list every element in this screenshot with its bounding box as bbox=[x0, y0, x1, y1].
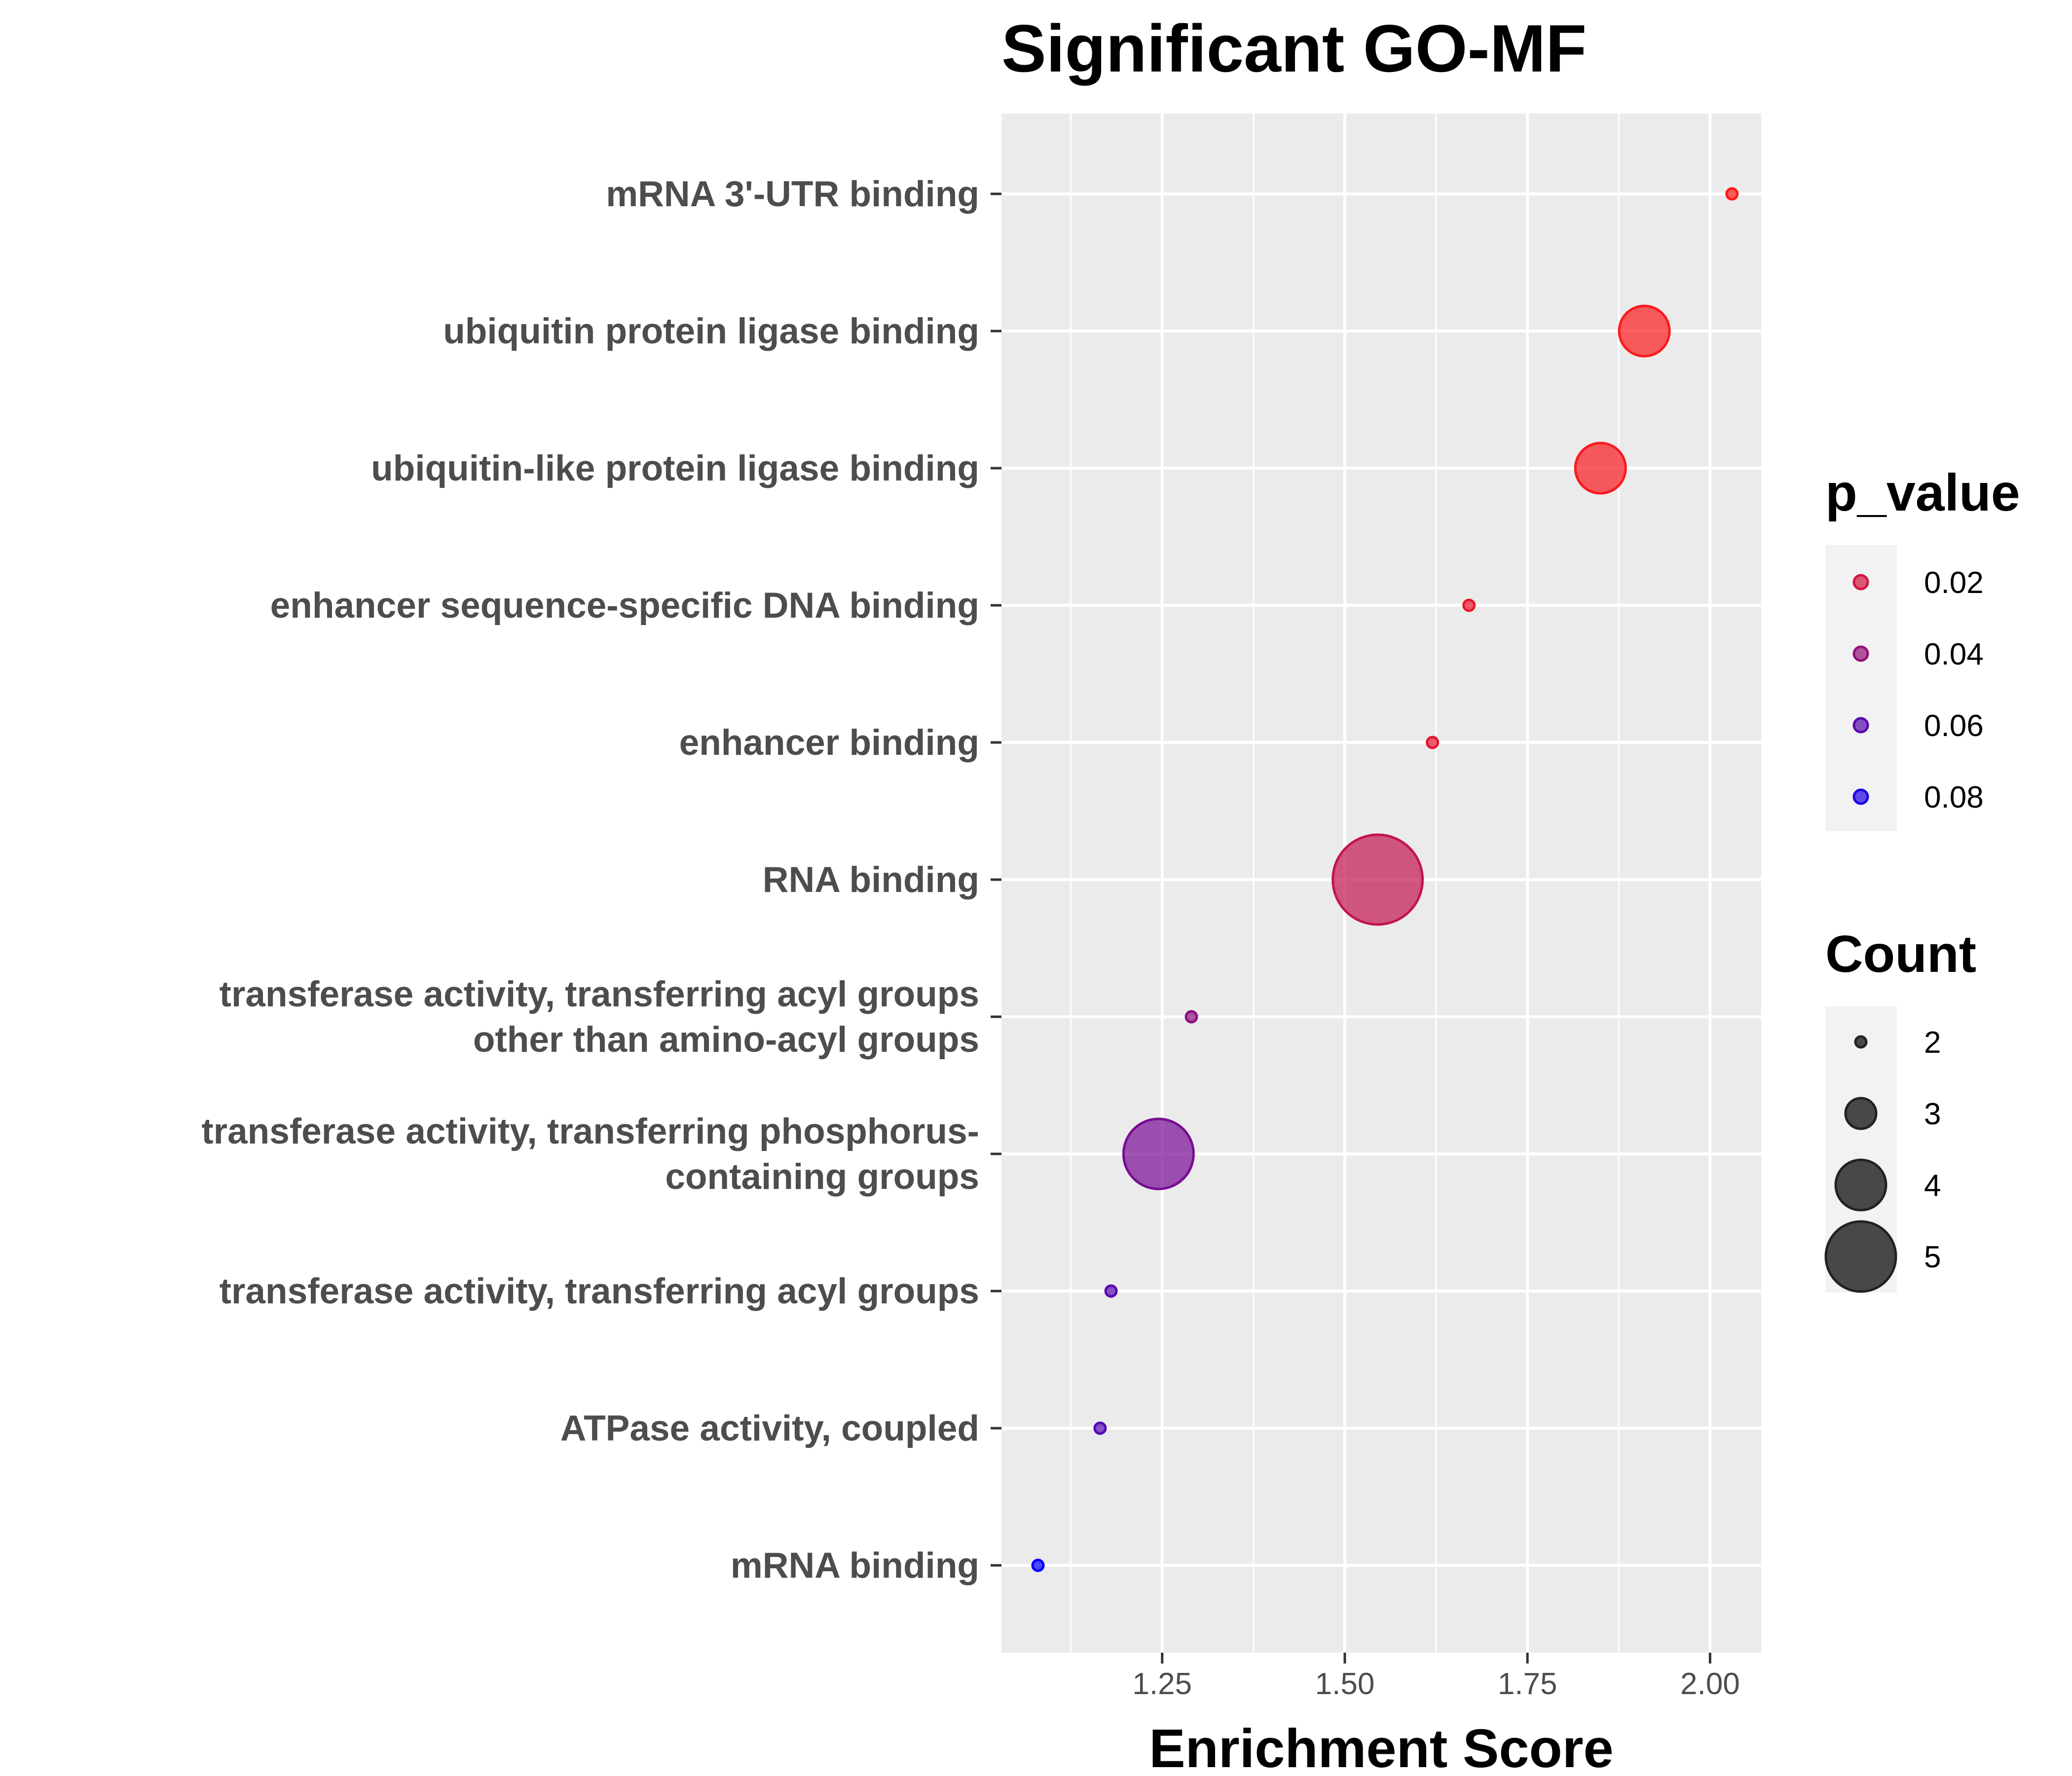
legend-size-label: 2 bbox=[1924, 1026, 1941, 1060]
y-tick-label: ATPase activity, coupled bbox=[560, 1408, 979, 1448]
x-tick-label: 1.75 bbox=[1498, 1667, 1557, 1701]
legend-size-swatch bbox=[1854, 1035, 1868, 1049]
y-tick-label-line: ATPase activity, coupled bbox=[560, 1408, 979, 1448]
legend-color-swatch bbox=[1852, 717, 1869, 734]
data-point bbox=[1104, 1284, 1118, 1298]
x-axis-title: Enrichment Score bbox=[1149, 1718, 1613, 1776]
chart-title: Significant GO-MF bbox=[1001, 11, 1587, 86]
legend-color-swatch bbox=[1852, 574, 1869, 591]
data-point bbox=[1093, 1421, 1107, 1435]
legend-color-label: 0.04 bbox=[1924, 637, 1984, 671]
y-tick-label-line: transferase activity, transferring phosp… bbox=[201, 1111, 979, 1151]
x-tick-label: 2.00 bbox=[1680, 1667, 1740, 1701]
y-tick-label: ubiquitin protein ligase binding bbox=[443, 311, 979, 351]
legend-size-swatch bbox=[1834, 1158, 1887, 1212]
y-tick-label: transferase activity, transferring acyl … bbox=[220, 974, 979, 1060]
x-tick-label: 1.50 bbox=[1315, 1667, 1375, 1701]
data-point bbox=[1618, 304, 1671, 358]
y-tick-label-line: mRNA binding bbox=[731, 1546, 979, 1586]
x-tick-label: 1.25 bbox=[1132, 1667, 1192, 1701]
legend-color-key bbox=[1825, 545, 1897, 831]
data-points bbox=[1031, 187, 1739, 1572]
y-tick-label: transferase activity, transferring acyl … bbox=[220, 1271, 979, 1311]
y-tick-label: ubiquitin-like protein ligase binding bbox=[371, 448, 979, 488]
x-axis: 1.25 1.50 1.75 2.00 bbox=[1132, 1653, 1740, 1701]
y-tick-label: mRNA 3'-UTR binding bbox=[606, 174, 979, 214]
legend-color-title: p_value bbox=[1825, 464, 2020, 522]
legend-size-label: 3 bbox=[1924, 1097, 1941, 1131]
data-point bbox=[1725, 187, 1739, 201]
y-tick-label-line: other than amino-acyl groups bbox=[473, 1020, 979, 1060]
y-tick-label-line: transferase activity, transferring acyl … bbox=[220, 974, 979, 1014]
legend-size-label: 5 bbox=[1924, 1240, 1941, 1274]
legend-color: 0.02 0.04 0.06 0.08 bbox=[1852, 566, 1984, 814]
legend-size: 2 3 4 5 bbox=[1824, 1026, 1941, 1293]
y-tick-label-line: enhancer binding bbox=[679, 723, 979, 763]
legend-size-label: 4 bbox=[1924, 1169, 1941, 1203]
y-tick-label-line: ubiquitin protein ligase binding bbox=[443, 311, 979, 351]
y-tick-label-line: enhancer sequence-specific DNA binding bbox=[270, 586, 979, 626]
y-axis: mRNA 3'-UTR binding ubiquitin protein lig… bbox=[201, 174, 1001, 1586]
data-point bbox=[1426, 736, 1440, 749]
y-tick-label: enhancer sequence-specific DNA binding bbox=[270, 586, 979, 626]
legend-color-label: 0.02 bbox=[1924, 566, 1984, 600]
legend-color-label: 0.06 bbox=[1924, 709, 1984, 743]
legend-size-title: Count bbox=[1825, 925, 1976, 983]
legend-color-swatch bbox=[1852, 788, 1869, 805]
y-tick-label-line: transferase activity, transferring acyl … bbox=[220, 1271, 979, 1311]
grid-minor bbox=[1070, 113, 1620, 1653]
data-point bbox=[1574, 442, 1627, 495]
y-tick-label-line: containing groups bbox=[665, 1157, 979, 1197]
data-point bbox=[1031, 1558, 1045, 1572]
data-point bbox=[1184, 1010, 1198, 1024]
data-point bbox=[1462, 598, 1476, 612]
y-tick-label: mRNA binding bbox=[731, 1546, 979, 1586]
data-point bbox=[1122, 1117, 1195, 1190]
legend-size-swatch bbox=[1844, 1097, 1878, 1130]
y-tick-label-line: mRNA 3'-UTR binding bbox=[606, 174, 979, 214]
y-tick-label: transferase activity, transferring phosp… bbox=[201, 1111, 979, 1197]
y-tick-label: RNA binding bbox=[763, 860, 979, 900]
y-tick-label: enhancer binding bbox=[679, 723, 979, 763]
y-tick-label-line: RNA binding bbox=[763, 860, 979, 900]
legend-color-label: 0.08 bbox=[1924, 780, 1984, 814]
y-tick-label-line: ubiquitin-like protein ligase binding bbox=[371, 448, 979, 488]
legend-color-swatch bbox=[1852, 645, 1869, 662]
data-point bbox=[1332, 833, 1424, 926]
legend-size-swatch bbox=[1824, 1220, 1897, 1293]
